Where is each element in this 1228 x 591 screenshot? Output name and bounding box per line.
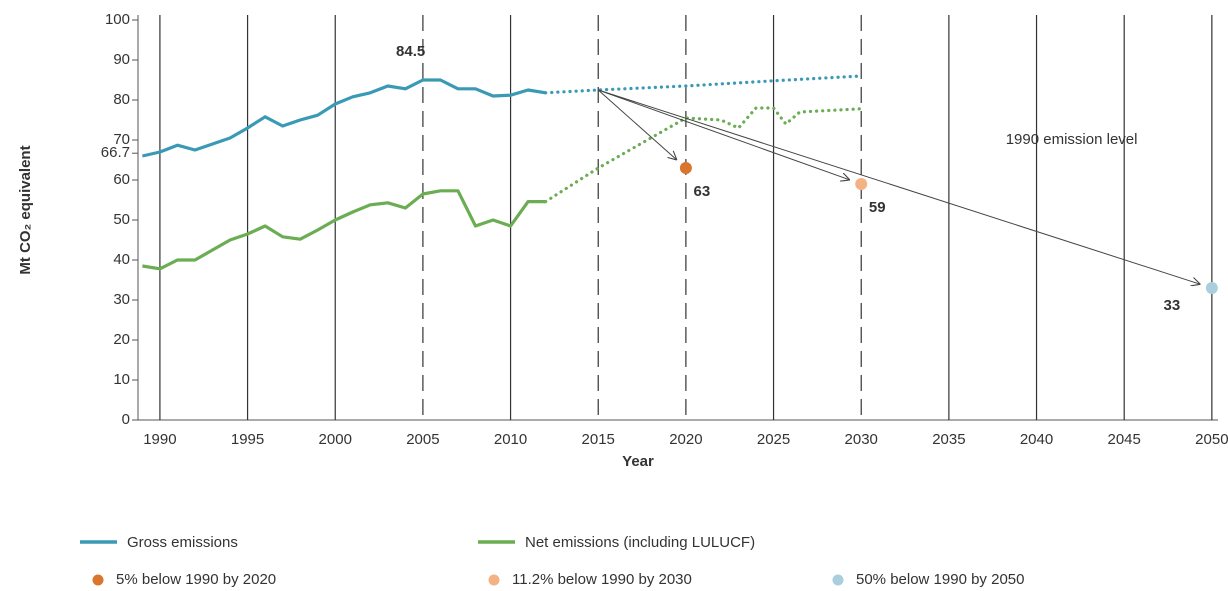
x-tick-label: 2025 [757,431,790,448]
x-tick-label: 2010 [494,431,527,448]
target-point [1205,282,1218,294]
y-tick-label: 60 [113,171,130,188]
series-line [142,78,546,158]
y-tick-label: 30 [113,291,130,308]
x-tick-label: 1990 [143,431,176,448]
target-arrow [598,89,850,180]
y-tick-label: 100 [105,11,130,28]
legend-label: Gross emissions [127,534,238,551]
legend-swatch [92,574,104,586]
y-tick-label: 50 [113,211,130,228]
x-tick-label: 1995 [231,431,264,448]
x-tick-label: 2040 [1020,431,1053,448]
x-tick-label: 2005 [406,431,439,448]
projection-line [544,106,863,204]
legend-swatch [832,574,844,586]
x-tick-label: 2045 [1108,431,1141,448]
target-label: 63 [694,183,711,200]
projection-line [544,74,863,95]
target-label: 59 [869,199,886,216]
x-tick-label: 2030 [845,431,878,448]
x-tick-label: 2020 [669,431,702,448]
x-tick-label: 2015 [582,431,615,448]
x-tick-label: 2000 [319,431,352,448]
legend-swatch [488,574,500,586]
y-tick-label: 66.7 [101,144,130,161]
legend-label: Net emissions (including LULUCF) [525,534,755,551]
x-axis-label: Year [622,453,654,470]
target-point [679,162,692,174]
annotation: 84.5 [396,43,425,60]
y-tick-label: 20 [113,331,130,348]
x-tick-label: 2035 [932,431,965,448]
target-point [855,178,868,190]
x-tick-label: 2050 [1195,431,1228,448]
y-tick-label: 10 [113,371,130,388]
series-line [142,189,546,271]
y-tick-label: 70 [113,131,130,148]
y-tick-label: 0 [122,411,130,428]
annotation: 1990 emission level [1006,131,1138,148]
target-arrow [597,89,677,160]
y-tick-label: 90 [113,51,130,68]
target-arrow [598,89,1200,284]
y-tick-label: 80 [113,91,130,108]
y-tick-label: 40 [113,251,130,268]
legend-label: 11.2% below 1990 by 2030 [512,571,692,588]
legend-label: 5% below 1990 by 2020 [116,571,276,588]
target-label: 33 [1164,297,1181,314]
legend-label: 50% below 1990 by 2050 [856,571,1024,588]
y-axis-label: Mt CO₂ equivalent [17,145,34,274]
